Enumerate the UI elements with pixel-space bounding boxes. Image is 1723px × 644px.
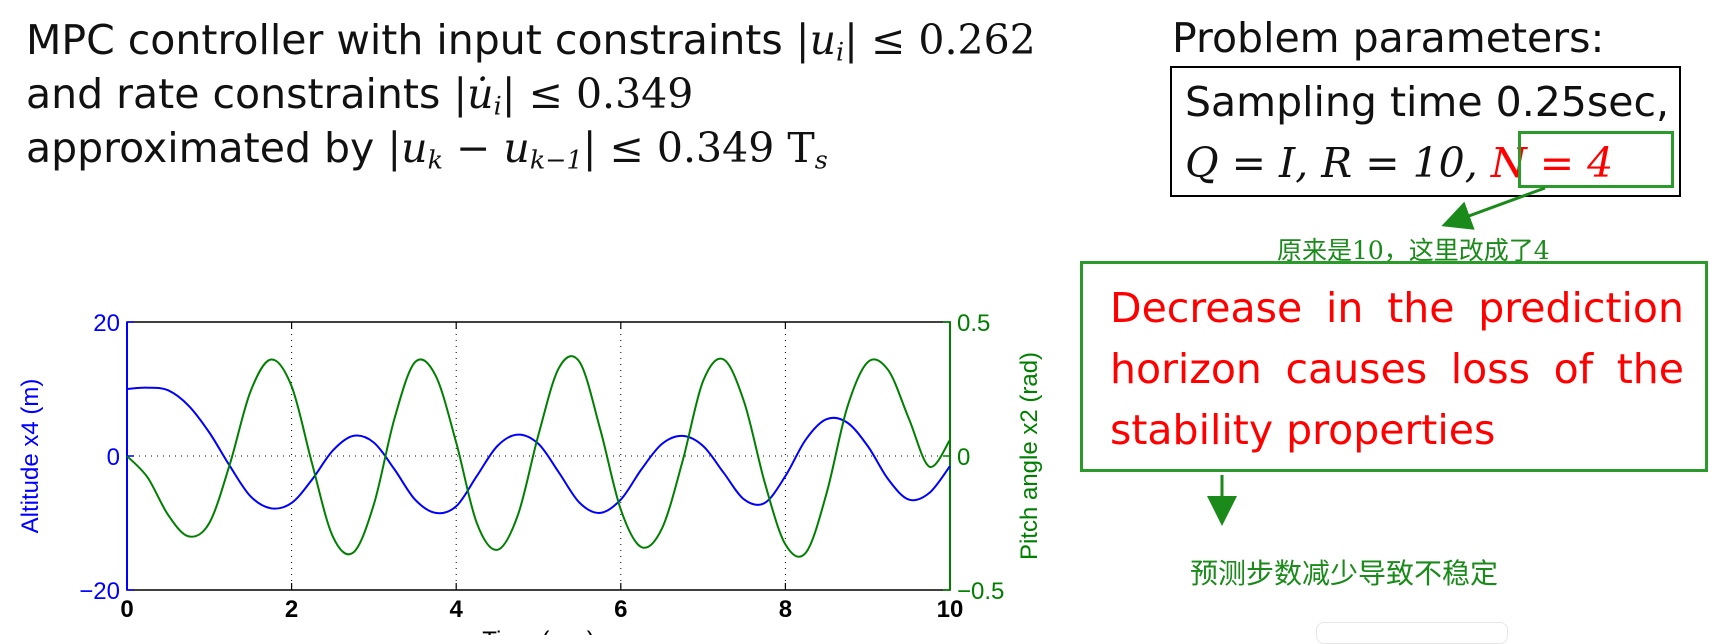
approx-bound: | ≤ 0.349 Ts (582, 124, 828, 175)
approx-expr: |uk − uk−1 (387, 124, 583, 175)
pitch-series-line (126, 355, 951, 558)
header-line-2-text: and rate constraints (26, 70, 454, 118)
rate-constraint-expr: |u̇i (453, 70, 502, 121)
x-tick-label: 8 (779, 596, 792, 623)
changed-note: 原来是10，这里改成了4 (1277, 236, 1550, 265)
y-right-tick-label: 0.5 (957, 310, 990, 337)
x-tick-label: 6 (614, 596, 627, 623)
rate-constraint-bound: | ≤ 0.349 (501, 70, 694, 118)
input-constraint-bound: | ≤ 0.262 (844, 16, 1036, 64)
params-sampling-time: Sampling time 0.25sec, (1185, 78, 1670, 126)
faint-overlay-box (1316, 622, 1508, 644)
y-left-tick-label: −20 (79, 578, 120, 605)
stability-note-box (1080, 261, 1708, 472)
instability-note: 预测步数减少导致不稳定 (1190, 557, 1499, 590)
x-axis-label: Time (sec) (482, 627, 594, 635)
y-left-tick-label: 0 (107, 444, 120, 471)
y-right-tick-label: −0.5 (957, 578, 1004, 605)
header-line-3: approximated by |uk − uk−1| ≤ 0.349 Ts (26, 128, 828, 173)
header-line-2: and rate constraints |u̇i| ≤ 0.349 (26, 74, 693, 119)
params-title: Problem parameters: (1172, 14, 1605, 62)
header-line-3-text: approximated by (26, 124, 388, 172)
header-line-1-text: MPC controller with input constraints (26, 16, 796, 64)
params-horizon: N = 4 (1490, 139, 1614, 187)
plot-frame (126, 321, 951, 591)
horizon-highlight-box (1518, 131, 1674, 188)
altitude-series-line (126, 386, 951, 515)
x-tick-label: 10 (937, 596, 964, 623)
input-constraint-expr: |ui (795, 16, 845, 67)
y-right-label: Pitch angle x2 (rad) (1016, 352, 1043, 560)
x-tick-label: 2 (285, 596, 298, 623)
params-q-r: Q = I, R = 10, (1185, 139, 1491, 187)
params-weights: Q = I, R = 10, N = 4 (1185, 143, 1613, 184)
y-left-tick-label: 20 (93, 310, 120, 337)
stability-note: Decrease in the prediction horizon cause… (1110, 284, 1684, 454)
x-tick-label: 4 (450, 596, 464, 623)
x-tick-label: 0 (120, 596, 133, 623)
y-right-tick-label: 0 (957, 444, 970, 471)
y-left-label: Altitude x4 (m) (17, 379, 44, 534)
header-line-1: MPC controller with input constraints |u… (26, 20, 1036, 65)
params-box (1170, 66, 1681, 197)
